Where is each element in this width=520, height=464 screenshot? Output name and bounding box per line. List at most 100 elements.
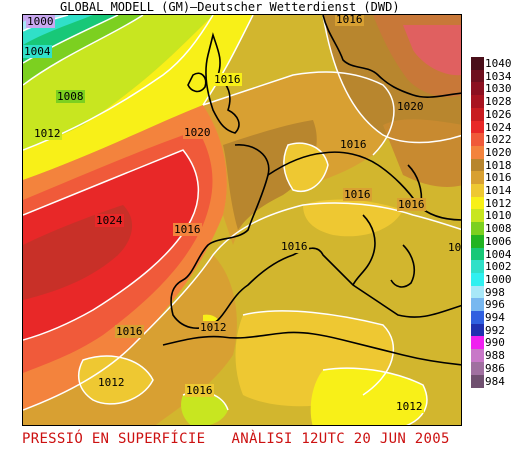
legend-swatch (471, 298, 484, 312)
legend-swatch (471, 234, 484, 248)
legend-label: 990 (485, 336, 505, 350)
legend-swatch (471, 57, 484, 70)
legend-label: 1016 (485, 171, 512, 185)
legend-row: 1030 (468, 82, 520, 96)
legend-row: 1002 (468, 260, 520, 274)
legend-label: 1008 (485, 222, 512, 236)
legend-row: 1022 (468, 133, 520, 147)
isobar-label: 1004 (23, 45, 52, 58)
legend-row: 992 (468, 323, 520, 337)
legend-label: 986 (485, 361, 505, 375)
isobar-lines (23, 15, 461, 425)
legend-swatch (471, 323, 484, 337)
isobar-label: 1024 (95, 214, 124, 227)
legend-label: 1018 (485, 158, 512, 172)
isobar-label: 1012 (33, 127, 62, 140)
isobar-label: 101 (447, 241, 461, 254)
map-caption: PRESSIÓ EN SUPERFÍCIE ANÀLISI 12UTC 20 J… (22, 431, 450, 447)
legend-swatch (471, 222, 484, 236)
isobar-label: 1012 (97, 376, 126, 389)
legend-row: 1012 (468, 196, 520, 210)
legend-swatch (471, 107, 484, 121)
legend-row: 998 (468, 285, 520, 299)
isobar-label: 1016 (185, 384, 214, 397)
band-1010 (23, 15, 213, 150)
legend-swatch (471, 69, 484, 83)
legend-swatch (471, 209, 484, 223)
legend-row: 994 (468, 311, 520, 324)
legend-row: 1008 (468, 222, 520, 236)
legend-label: 994 (485, 311, 505, 324)
isobar-label: 1016 (335, 14, 364, 26)
legend-row: 988 (468, 349, 520, 363)
legend-swatch (471, 171, 484, 185)
legend-label: 1002 (485, 260, 512, 274)
legend-swatch (471, 95, 484, 109)
legend-label: 1034 (485, 69, 512, 83)
isobar-label: 1016 (115, 325, 144, 338)
pressure-field-svg (23, 15, 461, 425)
legend-swatch (471, 120, 484, 134)
legend-row: 986 (468, 361, 520, 375)
map-title: GLOBAL MODELL (GM)—Deutscher Wetterdiens… (60, 0, 400, 14)
legend-swatch (471, 196, 484, 210)
isobar-label: 1016 (213, 73, 242, 86)
legend-label: 1022 (485, 133, 512, 147)
legend-label: 998 (485, 285, 505, 299)
legend-row: 1018 (468, 158, 520, 172)
legend-swatch (471, 133, 484, 147)
legend-row: 1000 (468, 272, 520, 286)
legend-row: 990 (468, 336, 520, 350)
legend-label: 1026 (485, 107, 512, 121)
legend-swatch (471, 311, 484, 324)
pressure-map: 1000 1004 1008 1012 1024 1020 1016 1016 … (22, 14, 462, 426)
legend-row: 1010 (468, 209, 520, 223)
legend-row: 1040 (468, 57, 520, 70)
legend-row: 984 (468, 374, 520, 388)
legend-label: 1040 (485, 57, 512, 70)
legend-label: 1010 (485, 209, 512, 223)
legend-label: 1028 (485, 95, 512, 109)
legend-row: 996 (468, 298, 520, 312)
legend-row: 1016 (468, 171, 520, 185)
isobar-label: 1016 (339, 138, 368, 151)
legend-label: 1004 (485, 247, 512, 261)
isobar-label: 1020 (396, 100, 425, 113)
legend-row: 1004 (468, 247, 520, 261)
legend-label: 1030 (485, 82, 512, 96)
legend-label: 988 (485, 349, 505, 363)
isobar-label: 1012 (199, 321, 228, 334)
legend-swatch (471, 272, 484, 286)
legend-row: 1024 (468, 120, 520, 134)
legend-row: 1006 (468, 234, 520, 248)
isobar-label: 1000 (26, 15, 55, 28)
isobar-label: 1012 (395, 400, 424, 413)
isobar-label: 1016 (173, 223, 202, 236)
legend-swatch (471, 285, 484, 299)
legend-swatch (471, 374, 484, 388)
legend-swatch (471, 247, 484, 261)
legend-swatch (471, 349, 484, 363)
legend-label: 1012 (485, 196, 512, 210)
legend-swatch (471, 184, 484, 197)
legend-row: 1026 (468, 107, 520, 121)
legend-row: 1034 (468, 69, 520, 83)
legend-label: 1014 (485, 184, 512, 197)
isobar-label: 1020 (183, 126, 212, 139)
legend-swatch (471, 82, 484, 96)
isobar-label: 1008 (56, 90, 85, 103)
legend-row: 1020 (468, 145, 520, 159)
coastlines (162, 15, 461, 366)
isobar-label: 1016 (397, 198, 426, 211)
isobar-label: 1016 (343, 188, 372, 201)
legend-row: 1014 (468, 184, 520, 197)
legend-swatch (471, 260, 484, 274)
legend-swatch (471, 158, 484, 172)
legend-swatch (471, 361, 484, 375)
legend-label: 984 (485, 374, 505, 388)
legend-label: 1020 (485, 145, 512, 159)
isobar-label: 1016 (280, 240, 309, 253)
legend-label: 1000 (485, 272, 512, 286)
legend-swatch (471, 145, 484, 159)
legend-label: 992 (485, 323, 505, 337)
